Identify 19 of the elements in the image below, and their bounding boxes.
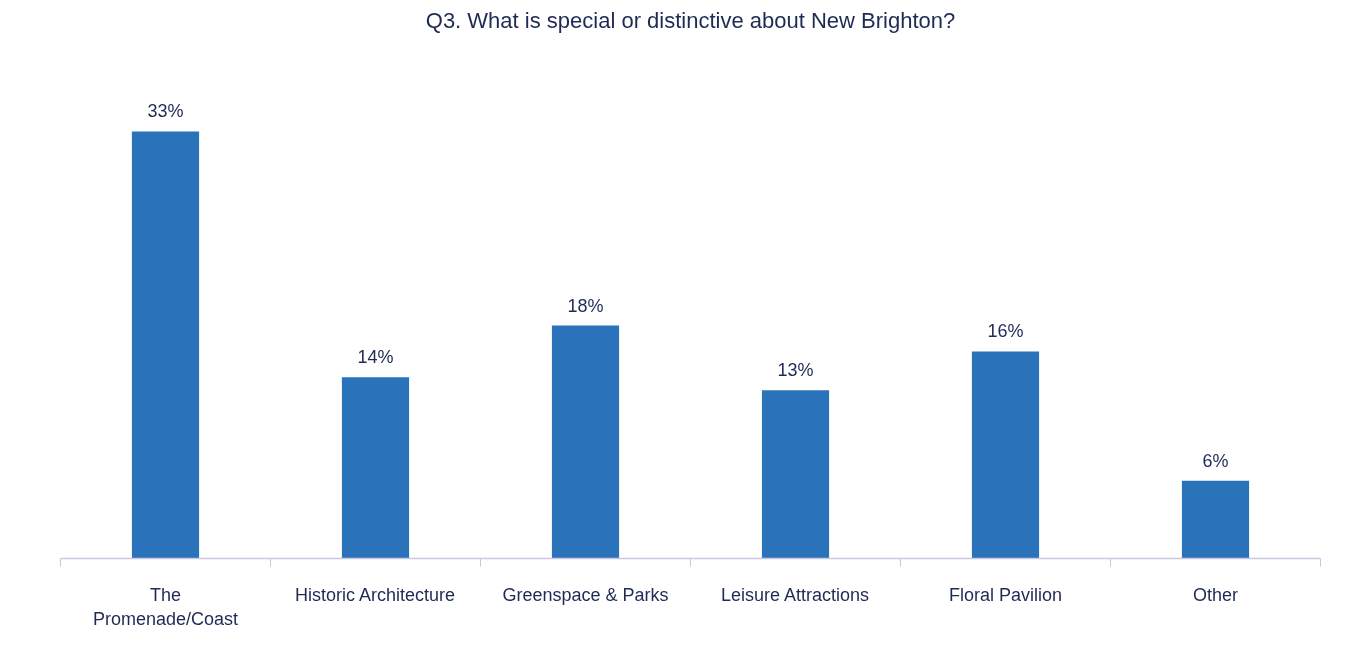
x-tick-label: The Promenade/Coast: [92, 584, 239, 629]
bar: [971, 351, 1040, 559]
data-label: 16%: [987, 321, 1024, 342]
bar: [341, 377, 410, 559]
x-tick-label: Other: [1192, 584, 1239, 605]
chart-title: Q3. What is special or distinctive about New Brighton?: [425, 7, 956, 33]
x-tick-label: Greenspace & Parks: [502, 584, 669, 605]
bar: [1181, 480, 1250, 559]
x-tick-label: Historic Architecture: [294, 584, 456, 605]
bar: [131, 131, 200, 559]
data-label: 14%: [357, 347, 394, 368]
bar: [551, 325, 620, 559]
data-label: 13%: [777, 360, 814, 381]
x-tick-label: Floral Pavilion: [948, 584, 1063, 605]
data-label: 33%: [147, 101, 184, 122]
data-label: 6%: [1202, 450, 1229, 471]
data-label: 18%: [567, 295, 604, 316]
bar: [761, 390, 830, 559]
x-tick-label: Leisure Attractions: [720, 584, 870, 605]
